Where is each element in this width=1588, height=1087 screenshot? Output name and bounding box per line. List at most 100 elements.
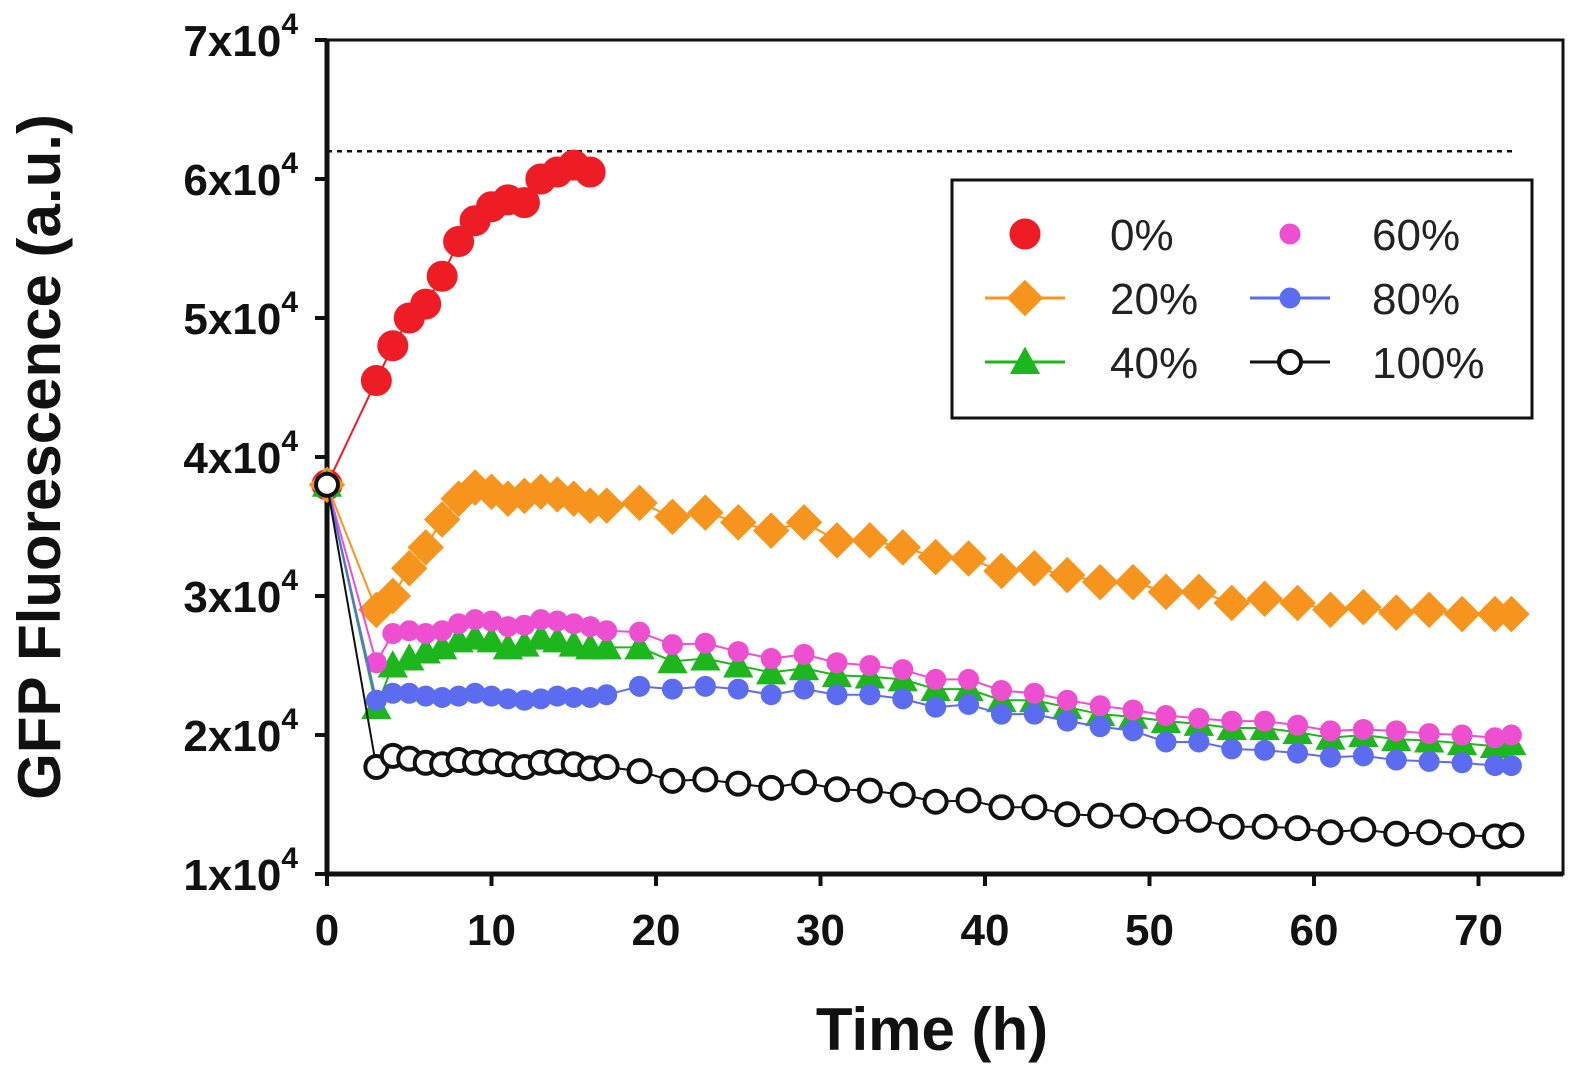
data-point [785, 504, 823, 541]
data-point [1213, 584, 1251, 622]
data-point [1284, 815, 1311, 842]
data-point [791, 769, 818, 796]
data-point [1319, 746, 1341, 768]
data-point [756, 657, 787, 685]
data-point [1385, 749, 1407, 771]
legend-label: 80% [1372, 275, 1460, 324]
legend-marker [1279, 223, 1301, 245]
data-point [1122, 720, 1144, 742]
x-tick-label: 40 [961, 906, 1010, 955]
data-point [1317, 819, 1344, 846]
data-point [588, 487, 625, 524]
data-point [1350, 816, 1377, 843]
y-tick-label: 2x104 [183, 703, 298, 761]
data-point [922, 788, 949, 815]
y-tick-label: 5x104 [183, 286, 298, 344]
legend-marker [1279, 287, 1301, 309]
data-point [659, 767, 686, 794]
x-tick-label: 30 [796, 906, 845, 955]
data-point [1345, 588, 1382, 626]
data-point [1246, 580, 1283, 618]
data-point [988, 794, 1015, 821]
x-axis-label: Time (h) [816, 996, 1048, 1063]
data-point [690, 643, 721, 671]
data-point [823, 776, 850, 803]
data-point [1147, 573, 1185, 611]
data-point [1287, 742, 1309, 764]
data-point [694, 675, 716, 697]
legend-label: 60% [1372, 211, 1460, 260]
legend: 0% 20% 40% 60% 80% 100% [950, 178, 1534, 420]
data-point [1451, 724, 1473, 746]
data-point [983, 552, 1020, 590]
data-point [1449, 822, 1476, 849]
data-point [661, 634, 683, 656]
data-point [990, 703, 1012, 725]
legend-marker [1006, 279, 1044, 317]
data-point [360, 365, 392, 397]
data-point [856, 777, 883, 804]
data-point [1188, 707, 1210, 729]
data-point [1120, 802, 1147, 829]
y-tick-label: 4x104 [183, 425, 298, 483]
series-5 [314, 471, 1525, 850]
data-point [851, 522, 889, 559]
data-point [508, 187, 540, 219]
y-tick-label: 1x104 [183, 842, 298, 900]
data-point [925, 696, 947, 718]
data-point [1089, 716, 1111, 738]
data-point [925, 668, 947, 690]
axis-ticks: 0 10 20 30 40 50 60 70 1x104 2x104 3x104 4x104 5x104… [183, 8, 1503, 955]
data-point [958, 668, 980, 690]
data-point [826, 684, 848, 706]
data-point [410, 288, 442, 320]
data-point [654, 498, 691, 536]
data-point [1087, 802, 1114, 829]
series-1 [308, 466, 1530, 633]
data-point [629, 621, 651, 643]
data-point [657, 646, 688, 674]
x-tick-label: 0 [315, 906, 339, 955]
y-tick-label: 3x104 [183, 564, 298, 622]
data-point [1385, 720, 1407, 742]
series-line [326, 164, 591, 486]
data-point [1319, 720, 1341, 742]
data-point [1180, 573, 1218, 611]
series-line [326, 484, 1512, 838]
data-point [758, 774, 785, 801]
x-tick-label: 50 [1125, 906, 1174, 955]
data-point [1451, 752, 1473, 774]
data-point [884, 529, 922, 566]
x-tick-label: 20 [632, 906, 681, 955]
data-point [1410, 591, 1448, 629]
data-point [593, 753, 620, 780]
plot-frame [325, 38, 1565, 876]
x-tick-label: 70 [1454, 906, 1503, 955]
data-point [917, 538, 954, 576]
data-point [596, 620, 618, 642]
data-point [624, 632, 655, 660]
data-point [1498, 822, 1525, 849]
data-point [1188, 731, 1210, 753]
data-point [1352, 745, 1374, 767]
legend-item: 20% [985, 275, 1198, 324]
data-point [476, 625, 507, 653]
data-point [990, 680, 1012, 702]
data-point [1155, 705, 1177, 727]
data-point [1114, 563, 1152, 601]
data-point [692, 766, 719, 793]
series-3 [316, 474, 1522, 749]
data-point [1251, 813, 1278, 840]
data-point [1493, 595, 1530, 633]
data-point [1500, 724, 1522, 746]
data-point [1221, 738, 1243, 760]
data-point [1352, 718, 1374, 740]
data-point [1089, 695, 1111, 717]
data-point [1218, 813, 1245, 840]
data-point [574, 156, 606, 188]
data-point [621, 484, 658, 522]
data-point [626, 758, 653, 785]
data-point [1056, 689, 1078, 711]
data-point [760, 684, 782, 706]
